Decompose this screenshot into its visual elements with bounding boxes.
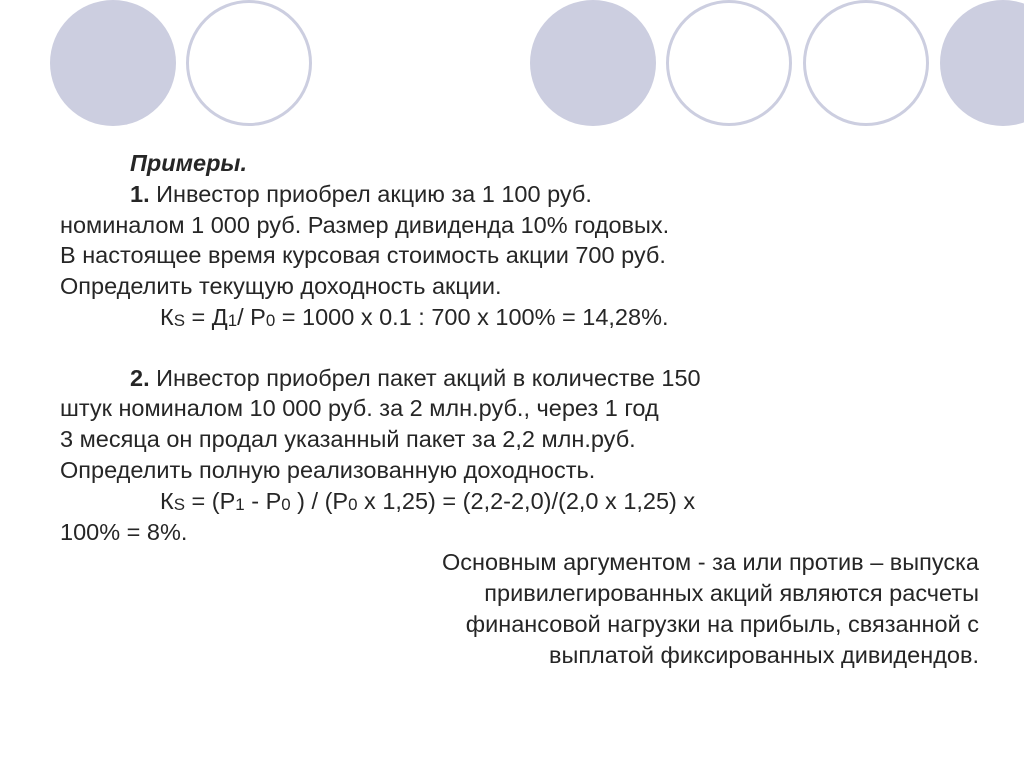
heading: Примеры. — [130, 148, 984, 179]
formula-1: КS = Д1/ Р0 = 1000 х 0.1 : 700 х 100% = … — [60, 302, 984, 333]
slide-content: Примеры. 1. Инвестор приобрел акцию за 1… — [0, 130, 1024, 671]
example-2-line-3: 3 месяца он продал указанный пакет за 2,… — [60, 424, 984, 455]
example-2-line-2: штук номиналом 10 000 руб. за 2 млн.руб.… — [60, 393, 984, 424]
circle-1 — [50, 0, 176, 126]
conclusion-line-2: привилегированных акций являются расчеты — [60, 578, 984, 609]
formula-2b: 100% = 8%. — [60, 517, 984, 548]
circle-4 — [666, 0, 792, 126]
conclusion-line-4: выплатой фиксированных дивидендов. — [60, 640, 984, 671]
example-1-line-4: Определить текущую доходность акции. — [60, 271, 984, 302]
spacer — [60, 333, 984, 363]
example-1-line-1: 1. Инвестор приобрел акцию за 1 100 руб. — [60, 179, 984, 210]
circle-5 — [803, 0, 929, 126]
circle-6 — [940, 0, 1024, 126]
circle-3 — [530, 0, 656, 126]
example-1-line-3: В настоящее время курсовая стоимость акц… — [60, 240, 984, 271]
example-2-line-1: 2. Инвестор приобрел пакет акций в колич… — [60, 363, 984, 394]
formula-2a: КS = (Р1 - Р0 ) / (Р0 х 1,25) = (2,2-2,0… — [60, 486, 984, 517]
conclusion-line-1: Основным аргументом - за или против – вы… — [60, 547, 984, 578]
example-1-line-2: номиналом 1 000 руб. Размер дивиденда 10… — [60, 210, 984, 241]
conclusion-line-3: финансовой нагрузки на прибыль, связанно… — [60, 609, 984, 640]
circle-2 — [186, 0, 312, 126]
example-2-line-4: Определить полную реализованную доходнос… — [60, 455, 984, 486]
decorative-circles — [0, 0, 1024, 130]
